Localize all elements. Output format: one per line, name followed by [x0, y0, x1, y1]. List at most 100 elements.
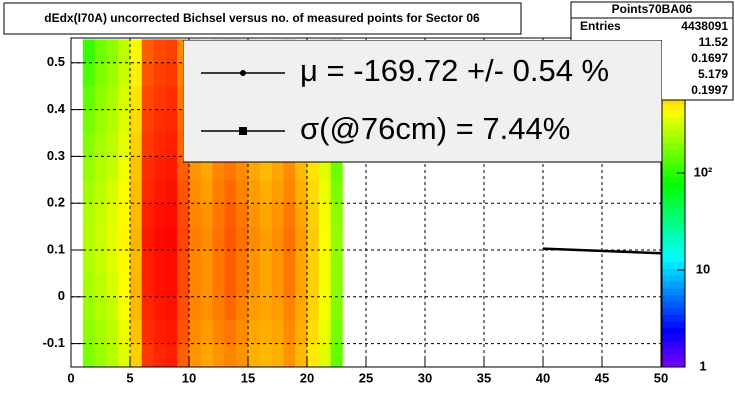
cell	[106, 343, 119, 368]
cell	[224, 179, 237, 204]
cell	[118, 343, 131, 368]
cell	[318, 320, 331, 344]
cell	[295, 296, 308, 321]
cell	[118, 273, 131, 298]
cell	[236, 343, 249, 368]
x-tick-label: 35	[477, 370, 491, 385]
cell	[259, 250, 272, 274]
palette-swatch	[662, 228, 685, 236]
palette-swatch	[662, 136, 685, 144]
cell	[94, 320, 107, 344]
cell	[307, 226, 320, 251]
cell	[141, 156, 154, 181]
cell	[224, 250, 237, 274]
plot-area: 0 5 10 15 20 25 30 35 40 45 50 -0.1 0 0.1 0.2 0.3 0.4 0.5…	[43, 37, 713, 385]
cell	[283, 320, 296, 344]
cell	[330, 273, 343, 298]
cell	[224, 273, 237, 298]
cell	[153, 109, 166, 134]
cell	[94, 133, 107, 157]
cell	[259, 320, 272, 344]
cell	[153, 250, 166, 274]
cell	[82, 133, 95, 157]
cell	[165, 39, 178, 64]
cell	[165, 203, 178, 227]
cell	[141, 296, 154, 321]
cell	[248, 273, 261, 298]
cell	[318, 226, 331, 251]
cell	[130, 320, 143, 344]
cell	[330, 203, 343, 227]
cell	[307, 179, 320, 204]
cell	[82, 203, 95, 227]
legend-box	[183, 40, 662, 163]
cell	[106, 133, 119, 157]
palette-swatch	[662, 288, 685, 296]
palette-swatch	[662, 281, 685, 289]
cell	[82, 39, 95, 64]
cell	[177, 203, 190, 227]
cell	[82, 179, 95, 204]
cell	[283, 296, 296, 321]
y-tick-label: 0.5	[47, 54, 65, 69]
cell	[189, 226, 202, 251]
palette-swatch	[662, 130, 685, 138]
cell	[153, 39, 166, 64]
cell	[82, 156, 95, 181]
cell	[165, 133, 178, 157]
palette-swatch	[662, 340, 685, 348]
legend: μ = -169.72 +/- 0.54 % σ(@76cm) = 7.44%	[183, 40, 662, 163]
cell	[307, 296, 320, 321]
cell	[153, 343, 166, 368]
cell	[106, 226, 119, 251]
cell	[236, 203, 249, 227]
y-tick-label: 0.3	[47, 148, 65, 163]
cell	[130, 156, 143, 181]
cell	[153, 86, 166, 110]
cell	[94, 109, 107, 134]
cell	[248, 179, 261, 204]
cell	[153, 320, 166, 344]
cell	[200, 226, 213, 251]
cell	[236, 273, 249, 298]
cell	[177, 226, 190, 251]
z-tick-label: 10²	[694, 164, 713, 179]
stats-label: Entries	[580, 19, 621, 33]
y-tick-label: 0	[58, 288, 65, 303]
cell	[189, 179, 202, 204]
cell	[295, 226, 308, 251]
cell	[118, 296, 131, 321]
palette-swatch	[662, 274, 685, 282]
overlay: dEdx(I70A) uncorrected Bichsel versus no…	[3, 1, 734, 163]
cell	[177, 296, 190, 321]
palette-swatch	[662, 189, 685, 197]
cell	[259, 296, 272, 321]
cell	[94, 86, 107, 110]
cell	[165, 250, 178, 274]
cell	[106, 109, 119, 134]
cell	[189, 296, 202, 321]
cell	[271, 296, 284, 321]
cell	[94, 226, 107, 251]
cell	[141, 62, 154, 87]
cell	[118, 226, 131, 251]
cell	[248, 320, 261, 344]
cell	[130, 226, 143, 251]
cell	[318, 179, 331, 204]
cell	[295, 179, 308, 204]
y-tick-label: 0.1	[47, 241, 65, 256]
cell	[177, 320, 190, 344]
cell	[200, 203, 213, 227]
cell	[200, 179, 213, 204]
z-tick-label: 10	[696, 261, 710, 276]
cell	[153, 62, 166, 87]
cell	[82, 86, 95, 110]
cell	[318, 250, 331, 274]
palette-swatch	[662, 248, 685, 256]
cell	[165, 86, 178, 110]
cell	[130, 273, 143, 298]
cell	[94, 62, 107, 87]
cell	[165, 109, 178, 134]
